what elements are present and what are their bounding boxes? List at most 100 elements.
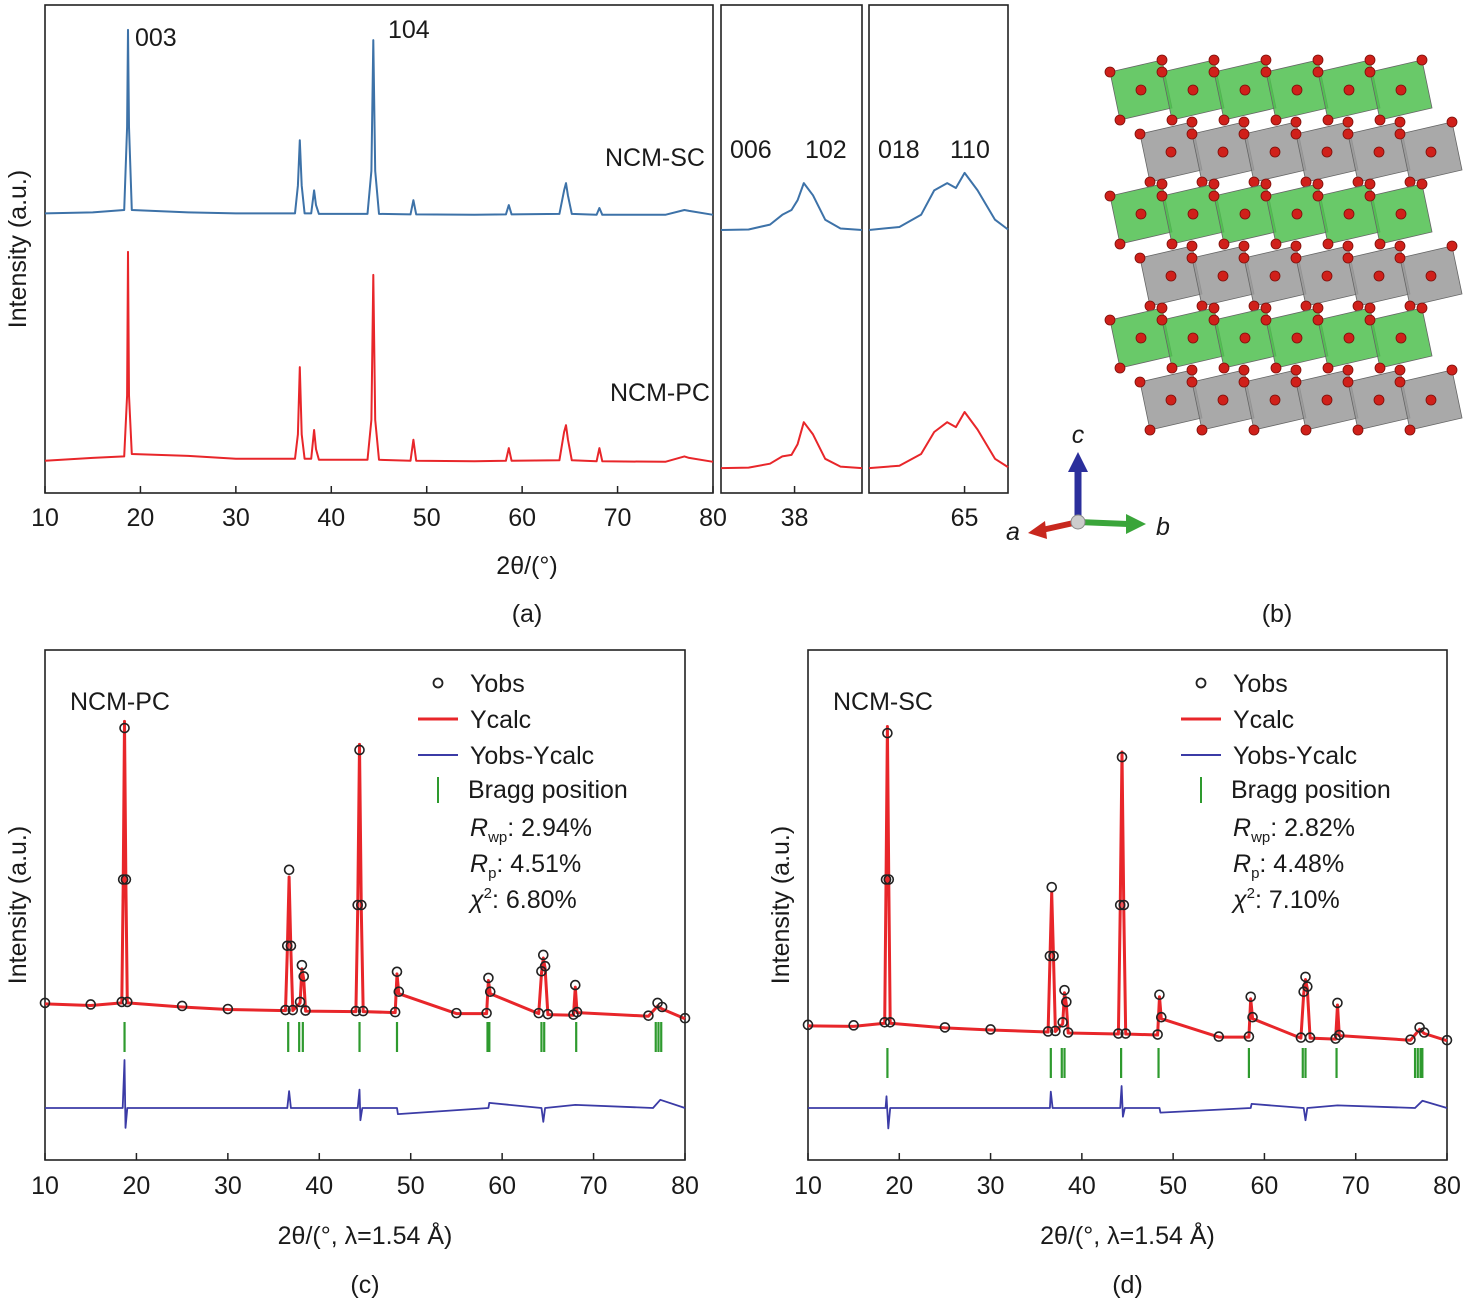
oxygen-atom <box>1352 176 1364 188</box>
oxygen-atom <box>1208 314 1220 326</box>
x-tick-label: 65 <box>951 504 979 532</box>
yobs-point <box>1302 981 1313 992</box>
stat-value: : 4.48% <box>1259 850 1344 878</box>
yobs-point <box>542 1008 554 1020</box>
oxygen-atom <box>1238 376 1250 388</box>
c-arrowhead <box>1068 452 1088 472</box>
oxygen-atom <box>1342 252 1354 264</box>
legend-label: Yobs-Ycalc <box>1233 742 1357 770</box>
oxygen-atom <box>1196 424 1208 436</box>
oxygen-atom <box>1208 190 1220 202</box>
oxygen-atom <box>1218 114 1230 126</box>
yobs-point <box>39 997 51 1009</box>
oxygen-atom <box>1342 128 1354 140</box>
oxygen-atom <box>1239 84 1251 96</box>
oxygen-atom <box>1425 394 1437 406</box>
oxygen-atom <box>1364 178 1376 190</box>
yobs-point <box>1304 1032 1316 1043</box>
x-tick-label: 80 <box>671 1172 699 1200</box>
yobs-point <box>656 1001 668 1013</box>
yobs-point <box>643 1010 654 1021</box>
yobs-point <box>120 874 132 885</box>
oxygen-atom <box>1395 84 1407 96</box>
panel-title: NCM-SC <box>833 688 933 716</box>
yobs-point <box>1213 1031 1225 1042</box>
stat-subscript: wp <box>487 829 507 846</box>
oxygen-atom <box>1373 394 1385 406</box>
x-tick-label: 70 <box>1342 1172 1370 1200</box>
oxygen-atom <box>1290 240 1302 252</box>
x-tick-label: 60 <box>508 504 536 532</box>
oxygen-atom <box>1342 240 1354 252</box>
yobs-point <box>1405 1034 1416 1045</box>
yobs-point <box>1332 997 1343 1009</box>
legend-label: Ycalc <box>1233 706 1294 734</box>
oxygen-atom <box>1165 270 1177 282</box>
yobs-point <box>393 986 405 998</box>
x-tick-label: 20 <box>885 1172 913 1200</box>
yobs-point <box>1057 1016 1068 1028</box>
oxygen-atom <box>1104 314 1116 326</box>
x-tick-label: 50 <box>413 504 441 532</box>
oxygen-atom <box>1352 300 1364 312</box>
x-tick-label: 80 <box>699 504 727 532</box>
x-tick-label: 38 <box>781 504 809 532</box>
caption: (b) <box>1262 600 1293 628</box>
oxygen-atom <box>1186 128 1198 140</box>
oxygen-atom <box>1156 178 1168 190</box>
oxygen-atom <box>1134 252 1146 264</box>
yobs-point <box>802 1019 814 1031</box>
axis-label: c <box>1072 421 1085 449</box>
x-tick-label: 20 <box>127 504 155 532</box>
yobs-point <box>1114 899 1126 911</box>
oxygen-atom <box>1165 394 1177 406</box>
yobs-point <box>939 1022 951 1033</box>
x-tick-label: 30 <box>214 1172 242 1200</box>
plot-frame <box>44 4 714 494</box>
x-tick-label: 50 <box>1159 1172 1187 1200</box>
oxygen-atom <box>1165 146 1177 158</box>
yobs-point <box>283 864 295 876</box>
yobs-point <box>451 1007 462 1019</box>
oxygen-atom <box>1416 54 1428 66</box>
oxygen-atom <box>1291 332 1303 344</box>
x-tick-label: 60 <box>488 1172 516 1200</box>
stat-symbol: R <box>470 850 488 878</box>
xrd-curve <box>44 28 714 216</box>
x-tick-label: 70 <box>580 1172 608 1200</box>
fit-statistic: χ2: 7.10% <box>1231 885 1340 914</box>
stat-superscript: 2 <box>484 885 492 902</box>
oxygen-atom <box>1269 146 1281 158</box>
yobs-point <box>1418 1027 1430 1038</box>
oxygen-atom <box>1322 362 1334 374</box>
peak-label: 104 <box>388 16 430 44</box>
yobs-point <box>848 1020 859 1031</box>
plot-frame <box>807 649 1448 1161</box>
oxygen-atom <box>1217 270 1229 282</box>
oxygen-atom <box>1342 116 1354 128</box>
oxygen-atom <box>1312 190 1324 202</box>
yobs-point <box>1116 751 1128 763</box>
yobs-point <box>1154 989 1165 1001</box>
oxygen-atom <box>1291 208 1303 220</box>
oxygen-atom <box>1196 300 1208 312</box>
y-axis-title: Intensity (a.u.) <box>4 826 32 984</box>
stat-symbol: R <box>1233 850 1251 878</box>
oxygen-atom <box>1312 302 1324 314</box>
difference-line <box>45 1059 686 1129</box>
stat-subscript: p <box>1251 865 1259 882</box>
oxygen-atom <box>1290 252 1302 264</box>
oxygen-atom <box>1269 270 1281 282</box>
yobs-point <box>884 1016 896 1028</box>
oxygen-atom <box>1134 376 1146 388</box>
oxygen-atom <box>1373 270 1385 282</box>
yobs-point <box>537 949 549 961</box>
legend-marker <box>1195 677 1207 689</box>
oxygen-atom <box>1208 178 1220 190</box>
oxygen-atom <box>1260 302 1272 314</box>
oxygen-atom <box>1373 146 1385 158</box>
series-label: NCM-SC <box>605 144 705 172</box>
oxygen-atom <box>1404 300 1416 312</box>
x-tick-label: 10 <box>31 504 59 532</box>
yobs-point <box>1245 991 1257 1003</box>
